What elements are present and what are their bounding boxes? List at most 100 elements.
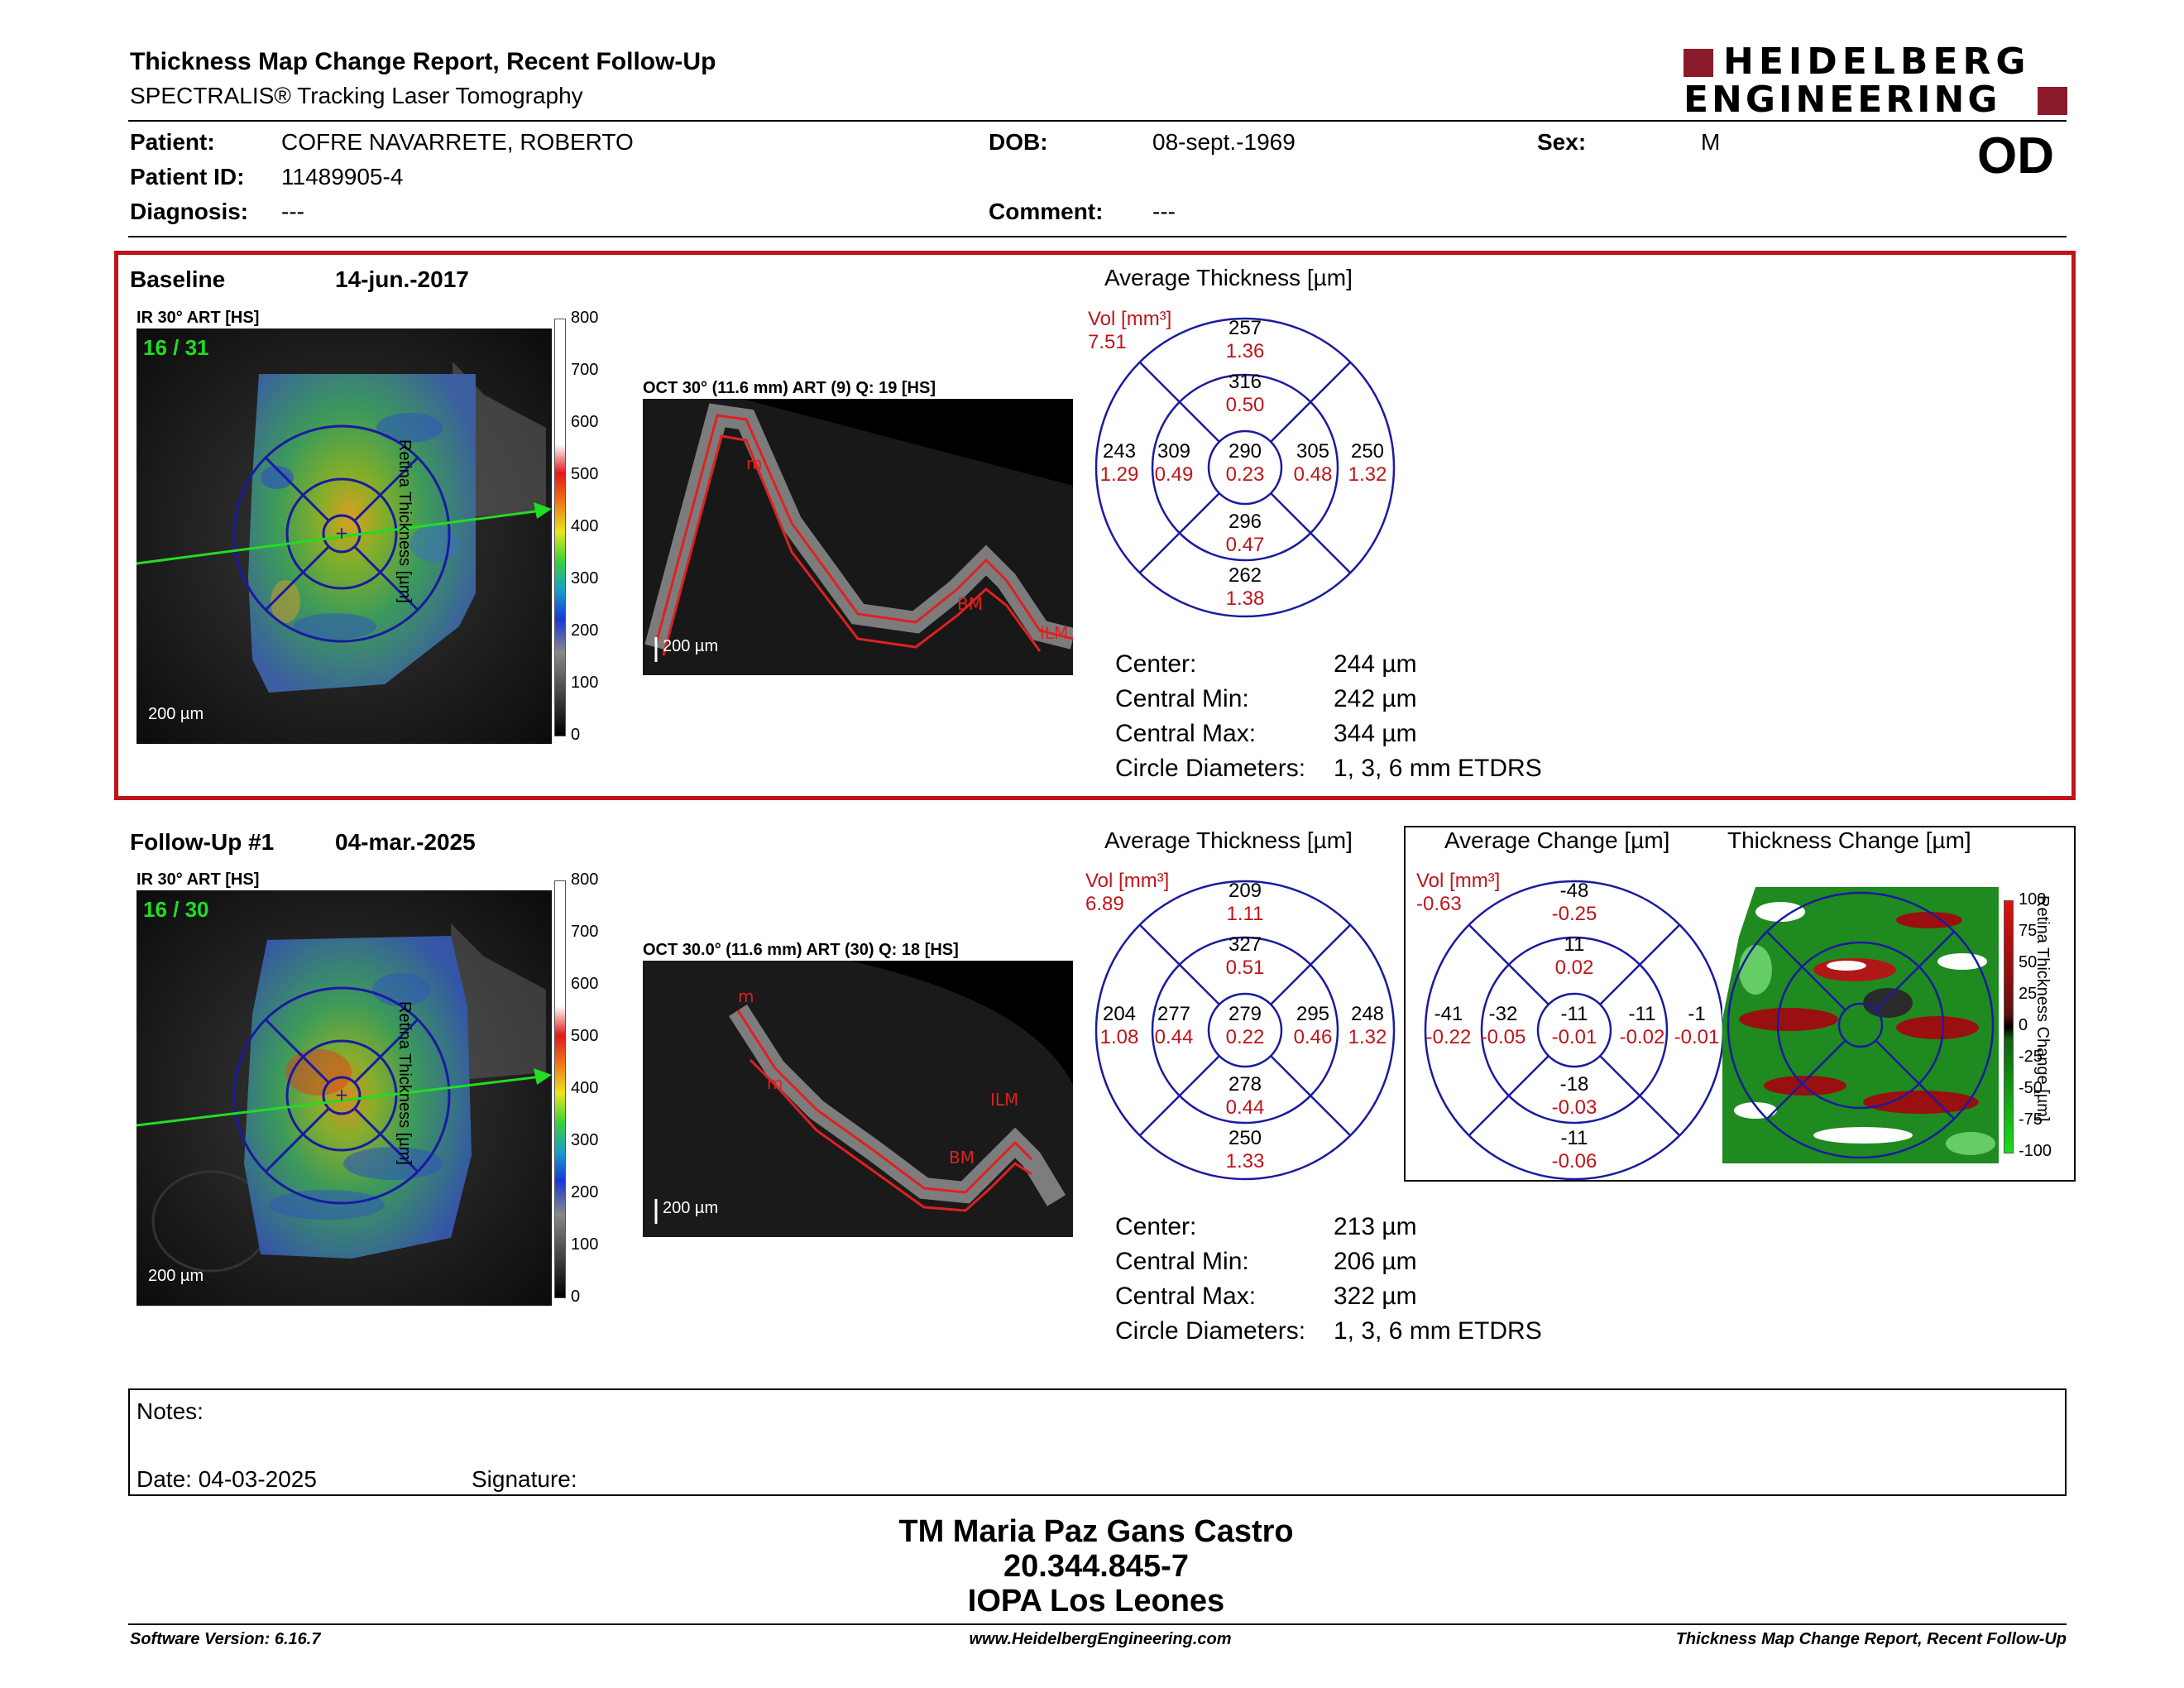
followup-sector-outer-right: 248 1.32 [1348, 1003, 1387, 1048]
change-sector-inner-top: 11 0.02 [1554, 933, 1594, 979]
diagnosis-value: --- [281, 199, 304, 224]
baseline-date: 14-jun.-2017 [335, 266, 469, 292]
change-bar-tick: 25 [2019, 985, 2038, 1003]
patient-label: Patient: [130, 129, 215, 155]
change-colorbar-title: Retina Thickness Change [µm] [2033, 895, 2052, 1122]
svg-text:m: m [767, 1073, 783, 1093]
comment-value: --- [1152, 199, 1176, 224]
followup-etdrs-grid [1094, 880, 1396, 1181]
notes-box[interactable] [128, 1388, 2067, 1496]
followup-min-label: Central Min: [1115, 1248, 1249, 1275]
patient-divider [128, 236, 2067, 237]
baseline-ir-label: IR 30° ART [HS] [136, 309, 260, 327]
baseline-sector-inner-right: 305 0.48 [1293, 440, 1333, 486]
signature-place: IOPA Los Leones [967, 1584, 1225, 1618]
colorbar-tick: 600 [571, 975, 599, 993]
baseline-frame-counter: 16 / 31 [143, 335, 209, 360]
change-sector-center: -11 -0.01 [1551, 1003, 1597, 1048]
followup-circ-label: Circle Diameters: [1115, 1317, 1306, 1345]
change-bar-tick: -75 [2019, 1110, 2043, 1129]
followup-sector-inner-left: 277 0.44 [1154, 1003, 1194, 1048]
followup-date: 04-mar.-2025 [335, 829, 476, 855]
baseline-max-label: Central Max: [1115, 720, 1257, 747]
patient-id-label: Patient ID: [130, 164, 245, 189]
footer-url[interactable]: www.HeidelbergEngineering.com [969, 1630, 1232, 1648]
baseline-center-label: Center: [1115, 650, 1197, 678]
change-bar-tick: 50 [2019, 953, 2038, 971]
baseline-section [114, 251, 2076, 800]
colorbar-tick: 800 [571, 309, 599, 327]
colorbar-tick: 100 [571, 1235, 599, 1254]
svg-text:m: m [746, 453, 762, 473]
followup-colorbar-ticks: 800 700 600 500 400 300 200 100 0 [571, 870, 620, 1309]
diagnosis-label: Diagnosis: [130, 199, 249, 224]
baseline-sector-outer-right: 250 1.32 [1348, 440, 1387, 486]
patient-id: 11489905-4 [281, 164, 404, 189]
patient-name: COFRE NAVARRETE, ROBERTO [281, 129, 634, 155]
followup-circ-value: 1, 3, 6 mm ETDRS [1334, 1317, 1542, 1345]
baseline-label: Baseline [130, 266, 226, 292]
change-sector-outer-right: -1 -0.01 [1674, 1003, 1720, 1048]
change-sector-outer-top: -48 -0.25 [1551, 880, 1597, 925]
sex-value: M [1701, 129, 1721, 155]
followup-vol-value: 6.89 [1085, 893, 1124, 915]
change-bar-tick: -100 [2019, 1142, 2052, 1160]
change-sector-outer-bottom: -11 -0.06 [1551, 1127, 1597, 1172]
followup-sector-outer-left: 204 1.08 [1099, 1003, 1139, 1048]
followup-sector-inner-right: 295 0.46 [1293, 1003, 1333, 1048]
baseline-colorbar [554, 319, 566, 736]
followup-oct-label: OCT 30.0° (11.6 mm) ART (30) Q: 18 [HS] [643, 941, 959, 959]
logo-text-top: HEIDELBERG [1723, 41, 2031, 83]
signature-name: TM Maria Paz Gans Castro [898, 1514, 1294, 1549]
baseline-max-value: 344 µm [1334, 720, 1417, 747]
baseline-sector-outer-top: 257 1.36 [1225, 317, 1265, 362]
change-title: Average Change [µm] [1444, 827, 1670, 853]
baseline-min-value: 242 µm [1334, 685, 1417, 712]
followup-vol-label: Vol [mm³] [1085, 870, 1170, 892]
followup-center-label: Center: [1115, 1213, 1197, 1240]
followup-sector-outer-bottom: 250 1.33 [1225, 1127, 1265, 1172]
baseline-sector-inner-bottom: 296 0.47 [1225, 511, 1265, 556]
baseline-colorbar-title: Retina Thickness [µm] [395, 439, 414, 603]
change-sector-outer-left: -41 -0.22 [1425, 1003, 1472, 1048]
svg-text:ILM: ILM [1040, 623, 1068, 643]
change-bar-tick: -25 [2019, 1048, 2043, 1066]
baseline-circ-value: 1, 3, 6 mm ETDRS [1334, 755, 1542, 782]
svg-text:ILM: ILM [990, 1090, 1018, 1110]
baseline-ir-thickness-map: + 16 / 31 200 µm [136, 328, 552, 744]
change-sector-inner-bottom: -18 -0.03 [1551, 1073, 1597, 1119]
change-sector-inner-left: -32 -0.05 [1480, 1003, 1526, 1048]
baseline-center-value: 244 µm [1334, 650, 1417, 678]
followup-ir-thickness-map: + 16 / 30 200 µm [136, 890, 552, 1306]
change-bar-tick: 100 [2019, 890, 2047, 909]
baseline-ir-scale: 200 µm [148, 705, 204, 723]
colorbar-tick: 0 [571, 726, 581, 744]
followup-label: Follow-Up #1 [130, 829, 275, 855]
baseline-oct-label: OCT 30° (11.6 mm) ART (9) Q: 19 [HS] [643, 379, 936, 397]
dob-value: 08-sept.-1969 [1152, 129, 1296, 155]
notes-date: Date: 04-03-2025 [136, 1466, 317, 1492]
followup-sector-inner-top: 327 0.51 [1225, 933, 1265, 979]
change-bar-tick: 75 [2019, 922, 2038, 940]
svg-text:+: + [335, 523, 349, 543]
software-version: Software Version: 6.16.7 [130, 1630, 321, 1648]
baseline-sector-outer-left: 243 1.29 [1099, 440, 1139, 486]
heidelberg-logo: HEIDELBERG ENGINEERING [1684, 42, 2068, 121]
followup-sector-inner-bottom: 278 0.44 [1225, 1073, 1265, 1119]
followup-frame-counter: 16 / 30 [143, 897, 209, 922]
baseline-oct-bscan: m BM ILM 200 µm [643, 399, 1073, 675]
colorbar-tick: 500 [571, 1027, 599, 1045]
colorbar-tick: 200 [571, 621, 599, 640]
svg-text:BM: BM [949, 1148, 975, 1168]
logo-square-top [1684, 49, 1713, 77]
change-vol-label: Vol [mm³] [1416, 870, 1501, 892]
change-vol-value: -0.63 [1416, 893, 1462, 915]
followup-sector-outer-top: 209 1.11 [1226, 880, 1264, 925]
sex-label: Sex: [1537, 129, 1587, 155]
signature-rut: 20.344.845-7 [1003, 1549, 1189, 1584]
baseline-vol-value: 7.51 [1088, 331, 1127, 353]
followup-colorbar [554, 880, 566, 1298]
followup-avg-title: Average Thickness [µm] [1104, 827, 1353, 853]
followup-max-label: Central Max: [1115, 1283, 1257, 1310]
logo-text-bottom: ENGINEERING [1684, 79, 2001, 121]
